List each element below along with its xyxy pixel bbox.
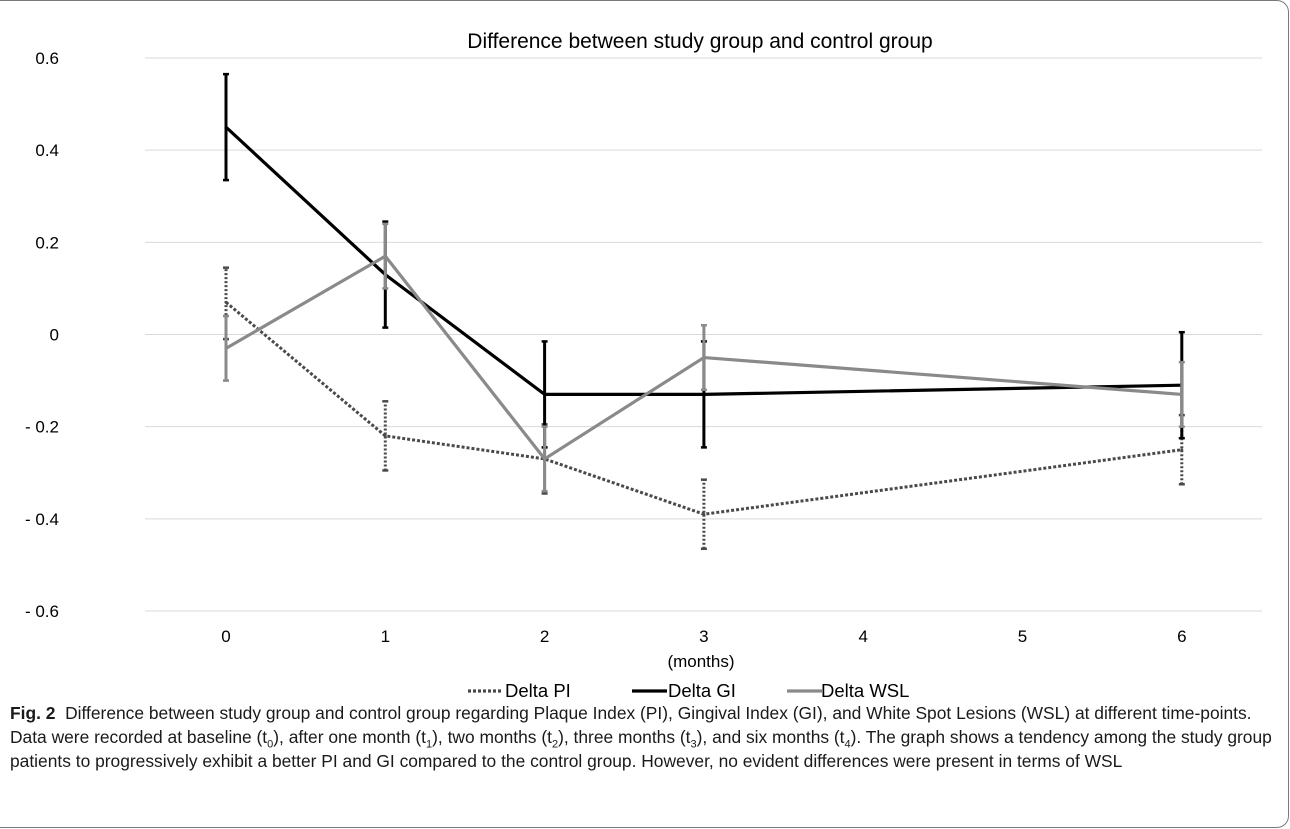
y-tick-label: 0.6 <box>35 49 59 68</box>
delta-wsl-series <box>223 222 1185 493</box>
caption-text: Difference between study group and contr… <box>10 703 1252 747</box>
delta-gi-point <box>224 125 228 129</box>
line-chart: Difference between study group and contr… <box>25 30 1262 700</box>
caption-text: ). The graph shows a tendency among the … <box>10 727 1272 771</box>
figure-label: Fig. 2 <box>10 703 56 723</box>
y-axis-tick-labels: 0.6 0.4 0.2 0 - 0.2 - 0.4 - 0.6 <box>25 49 59 621</box>
delta-gi-point <box>702 393 706 396</box>
x-tick-label: 2 <box>540 627 549 646</box>
caption-subscript: 1 <box>426 738 433 751</box>
x-axis-label: (months) <box>667 652 734 671</box>
legend-label-delta-wsl: Delta WSL <box>821 680 909 700</box>
delta-gi-point <box>543 393 546 396</box>
x-tick-label: 5 <box>1018 627 1027 646</box>
caption-subscript: 3 <box>690 738 697 751</box>
legend-label-delta-gi: Delta GI <box>668 680 736 700</box>
delta-pi-point <box>383 434 387 438</box>
x-tick-label: 6 <box>1177 627 1186 646</box>
y-tick-label: 0.2 <box>35 233 59 252</box>
delta-pi-point <box>702 512 706 516</box>
legend-label-delta-pi: Delta PI <box>505 680 571 700</box>
x-tick-label: 4 <box>858 627 867 646</box>
y-tick-label: 0 <box>50 326 59 345</box>
y-tick-label: - 0.2 <box>25 418 59 437</box>
x-tick-label: 1 <box>381 627 390 646</box>
x-tick-label: 3 <box>699 627 708 646</box>
caption-text: ), and six months (t <box>696 727 845 747</box>
delta-gi-series <box>223 72 1185 449</box>
delta-pi-point <box>1180 448 1184 452</box>
delta-wsl-point <box>224 346 228 350</box>
y-tick-label: - 0.6 <box>25 602 59 621</box>
delta-wsl-point <box>383 254 387 258</box>
legend: Delta PI Delta GI Delta WSL <box>468 680 909 700</box>
caption-subscript: 2 <box>551 738 559 751</box>
caption-subscript: 4 <box>844 738 851 751</box>
delta-wsl-point <box>702 356 706 359</box>
chart-title: Difference between study group and contr… <box>467 30 932 53</box>
y-tick-label: 0.4 <box>35 141 59 160</box>
caption-text: ), two months (t <box>432 727 552 747</box>
x-axis-tick-labels: 0 1 2 3 4 5 6 <box>221 627 1186 646</box>
caption-text: ), three months (t <box>558 727 691 747</box>
y-tick-label: - 0.4 <box>25 510 59 529</box>
caption-text: ), after one month (t <box>273 727 426 747</box>
delta-wsl-point <box>543 457 546 461</box>
delta-wsl-point <box>1180 393 1184 396</box>
series-lines <box>223 72 1185 551</box>
figure-caption: Fig. 2 Difference between study group an… <box>10 701 1278 773</box>
caption-subscript: 0 <box>267 738 274 751</box>
x-tick-label: 0 <box>221 627 230 646</box>
delta-pi-point <box>224 300 228 304</box>
